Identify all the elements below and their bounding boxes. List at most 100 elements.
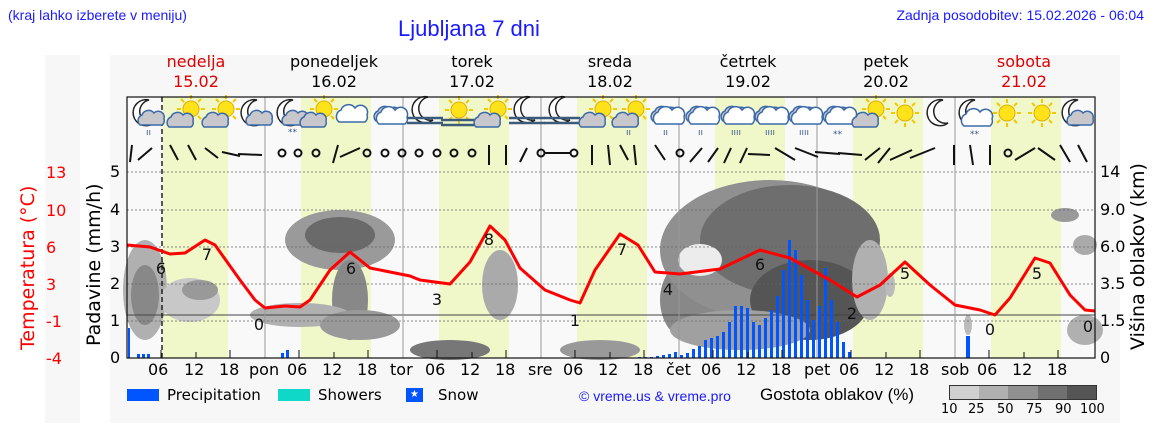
temperature-axis-label: Temperatura (°C) (17, 185, 39, 350)
cloud-height-tick-14: 14 (1100, 162, 1121, 181)
page-title: Ljubljana 7 dni (398, 16, 540, 41)
x-tick: sre (528, 360, 553, 379)
location-menu-hint[interactable]: (kraj lahko izberete v meniju) (8, 7, 187, 23)
svg-text:5: 5 (1032, 264, 1042, 283)
svg-text:6: 6 (346, 259, 356, 278)
day-header-1: ponedeljek 16.02 (290, 52, 378, 91)
svg-text:**: ** (288, 128, 298, 138)
x-tick: 06 (148, 360, 169, 379)
svg-text:0: 0 (1083, 317, 1093, 336)
x-tick: 06 (287, 360, 308, 379)
x-tick: sob (941, 360, 970, 379)
temperature-line (126, 224, 1096, 317)
x-tick: 06 (839, 360, 860, 379)
svg-text:5: 5 (900, 264, 910, 283)
x-tick: tor (390, 360, 413, 379)
cloud-height-tick-0: 0 (1100, 348, 1111, 367)
svg-text:ıııı: ıııı (765, 128, 775, 138)
scale-label-75: 75 (1026, 402, 1043, 417)
svg-text:ıı: ıı (146, 128, 151, 138)
svg-text:0: 0 (254, 315, 264, 334)
last-update: Zadnja posodobitev: 15.02.2026 - 06:04 (896, 7, 1144, 23)
x-tick: 18 (1047, 360, 1068, 379)
precipitation-legend-label: Precipitation (167, 386, 261, 404)
snow-star-icon: ★ (406, 388, 423, 402)
cloud-height-tick-3-5: 3.5 (1100, 274, 1126, 293)
svg-text:1: 1 (570, 311, 580, 330)
x-tick: 06 (563, 360, 584, 379)
precip-tick-0: 0 (110, 348, 121, 367)
x-tick: 12 (322, 360, 343, 379)
day-header-0: nedelja 15.02 (166, 52, 226, 91)
precip-tick-5: 5 (110, 162, 121, 181)
wind-barbs (129, 144, 1088, 166)
precipitation-bars (128, 240, 970, 358)
svg-text:0: 0 (985, 320, 995, 339)
cloud-density-scale (949, 385, 1097, 400)
x-tick: pet (804, 360, 831, 379)
svg-text:8: 8 (484, 230, 494, 249)
cloud-height-tick-9: 9.0 (1100, 200, 1126, 219)
precipitation-swatch (127, 389, 159, 401)
x-tick: 12 (874, 360, 895, 379)
x-tick: 12 (184, 360, 205, 379)
svg-text:2: 2 (847, 304, 857, 323)
day-header-6: sobota 21.02 (996, 52, 1052, 91)
precip-tick-1: 1 (110, 311, 121, 330)
precipitation-axis-label: Padavine (mm/h) (83, 183, 105, 346)
temperature-labels: 6 7 0 6 3 8 1 7 4 6 2 5 0 5 0 (156, 230, 1093, 339)
temp-tick-13: 13 (46, 163, 67, 182)
x-tick: 18 (219, 360, 240, 379)
svg-text:7: 7 (202, 245, 212, 264)
svg-text:6: 6 (755, 255, 765, 274)
svg-text:7: 7 (617, 240, 627, 259)
x-tick: 18 (495, 360, 516, 379)
day-header-5: petek 20.02 (863, 52, 909, 91)
temp-tick-minus1: -1 (46, 312, 62, 331)
x-tick: 18 (909, 360, 930, 379)
copyright-link[interactable]: © vreme.us & vreme.pro (579, 388, 731, 404)
x-tick: 18 (633, 360, 654, 379)
cloud-height-tick-1-5: 1.5 (1100, 311, 1126, 330)
weather-icons-row: ıı ** ıı ıı ıı ıııı ıııı ıııı ** ** (132, 94, 1095, 140)
precip-tick-4: 4 (110, 200, 121, 219)
cloud-density-label: Gostota oblakov (%) (760, 385, 915, 404)
temp-tick-6: 6 (46, 238, 57, 257)
svg-text:**: ** (833, 130, 843, 140)
svg-text:3: 3 (432, 290, 442, 309)
temp-tick-10: 10 (46, 201, 67, 220)
cloud-height-tick-6: 6.0 (1100, 237, 1126, 256)
svg-text:**: ** (970, 130, 980, 140)
temp-tick-minus4: -4 (46, 349, 62, 368)
precip-tick-3: 3 (110, 237, 121, 256)
day-header-2: torek 17.02 (449, 52, 495, 91)
x-tick: 12 (736, 360, 757, 379)
svg-text:ıııı: ıııı (799, 128, 809, 138)
x-tick: 12 (1012, 360, 1033, 379)
cloud-height-axis-label: Višina oblakov (km) (1127, 163, 1149, 350)
scale-label-25: 25 (968, 402, 985, 417)
scale-label-90: 90 (1055, 402, 1072, 417)
day-dividers (264, 97, 956, 358)
showers-legend-label: Showers (318, 386, 382, 404)
temp-axis-panel (45, 55, 80, 423)
svg-text:4: 4 (663, 280, 673, 299)
day-header-3: sreda 18.02 (587, 52, 633, 91)
precip-tick-2: 2 (110, 274, 121, 293)
svg-text:ıı: ıı (626, 128, 631, 138)
x-tick: 06 (701, 360, 722, 379)
x-tick: 06 (425, 360, 446, 379)
scale-label-10: 10 (941, 402, 958, 417)
x-tick: 18 (771, 360, 792, 379)
svg-text:ıııı: ıııı (731, 128, 741, 138)
showers-swatch (278, 389, 310, 401)
x-tick: pon (249, 360, 280, 379)
svg-text:6: 6 (156, 259, 166, 278)
x-tick: 18 (357, 360, 378, 379)
x-tick: 12 (598, 360, 619, 379)
scale-label-50: 50 (997, 402, 1014, 417)
x-tick: čet (666, 360, 691, 379)
snow-legend-label: Snow (438, 386, 479, 404)
x-tick: 12 (460, 360, 481, 379)
